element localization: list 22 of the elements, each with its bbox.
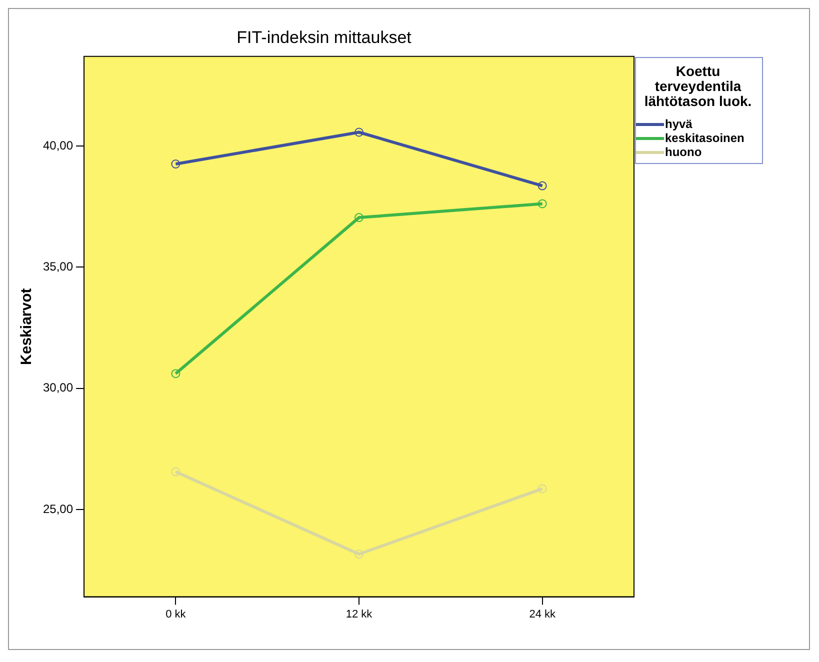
point (538, 484, 547, 494)
legend-title: Koettu terveydentila lähtötason luok. (643, 63, 753, 109)
point (171, 369, 180, 378)
point (171, 159, 180, 168)
chart-title: FIT-indeksin mittaukset (236, 28, 412, 47)
y-tick-label: 25,00 (43, 502, 74, 516)
point (354, 128, 364, 137)
y-axis-title: Keskiarvot (18, 288, 36, 365)
x-tick-label: 0 kk (166, 608, 186, 620)
legend-label: keskitasoinen (665, 131, 744, 145)
legend-label: hyvä (665, 117, 692, 131)
point (354, 213, 364, 222)
point (538, 181, 547, 190)
point (538, 199, 547, 208)
y-tick-label: 35,00 (43, 260, 74, 274)
y-tick-label: 30,00 (43, 380, 74, 395)
point (354, 550, 364, 559)
y-tick-label: 40,00 (43, 138, 74, 152)
x-tick-label: 24 kk (529, 608, 556, 620)
x-tick-label: 12 kk (346, 608, 373, 620)
legend-label: huono (665, 145, 702, 159)
point (171, 467, 180, 476)
